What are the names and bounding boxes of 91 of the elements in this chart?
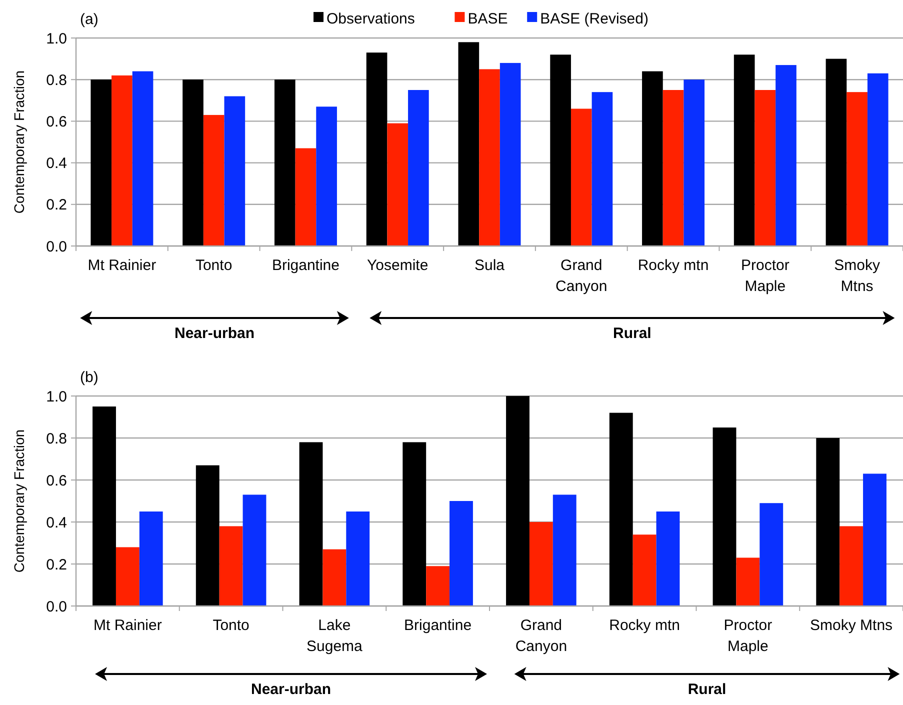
bar [754,90,776,246]
bar [322,549,346,606]
bar [642,71,663,246]
bar [316,106,337,246]
bar [826,58,847,246]
bar [132,71,154,246]
y-tick-label: 0.4 [46,514,67,532]
bar [116,547,140,606]
x-tick-label: Lake Sugema [306,617,364,655]
x-tick-label: Mt Rainier [88,257,156,274]
y-axis-title: Contemporary Fraction [11,70,27,214]
y-tick-label: 0.6 [46,113,67,130]
bar [846,92,868,246]
y-tick-label: 1.0 [46,30,67,48]
x-tick-label: Proctor Maple [740,257,790,295]
bar [662,90,684,246]
chart-title: (b) [80,369,98,386]
bar [609,412,633,606]
bar [479,69,500,246]
x-tick-label: Sula [474,257,506,274]
bar [500,62,521,246]
x-tick-label: Brigantine [272,257,340,274]
y-axis-title: Contemporary Fraction [11,429,27,573]
bar [776,65,796,246]
x-tick-label: Smoky Mtns [810,617,893,634]
bar [90,80,112,246]
bar [112,75,132,246]
bar [760,503,784,606]
bar [219,526,243,606]
legend-label: BASE [468,10,508,28]
bar [274,80,296,246]
bar [592,92,613,246]
y-tick-label: 0.4 [46,155,67,172]
bar [242,494,266,606]
y-tick-label: 0.8 [46,72,67,89]
text: Near-urban [174,325,255,342]
bar [816,438,840,606]
x-tick-label: Proctor Maple [724,617,772,655]
x-tick-label: Grand Canyon [556,257,608,295]
y-tick-label: 0.6 [46,472,67,490]
bar [295,148,316,246]
text: Rural [612,325,652,342]
x-tick-label: Tonto [195,257,232,274]
text: Near-urban [251,681,332,698]
legend-label: Observations [326,10,415,28]
bar [426,566,450,606]
x-tick-label: Rocky mtn [609,617,680,634]
bar [366,52,388,246]
bar [224,96,246,246]
bar [387,123,408,246]
bar [139,512,163,606]
bar [550,54,571,246]
bar [863,474,886,606]
bar [450,501,473,606]
bar [632,534,656,606]
chart-title: (a) [80,11,98,28]
bar [552,494,576,606]
bar [840,526,864,606]
bar [182,80,204,246]
y-tick-label: 1.0 [46,388,67,406]
bar [196,465,220,606]
bar [408,90,429,246]
bar [346,512,370,606]
bar [299,442,323,606]
x-tick-label: Rocky mtn [638,257,709,274]
bar [570,108,592,246]
legend-label: BASE (Revised) [540,10,648,28]
bar [458,42,480,246]
bar [867,73,888,246]
bar [656,512,680,606]
x-tick-label: Grand Canyon [515,617,568,655]
x-tick-label: Smoky Mtns [834,257,880,295]
bar [506,396,530,606]
text: Rural [688,681,726,698]
bar [529,522,553,606]
bar [92,406,116,606]
x-tick-label: Tonto [212,617,250,634]
x-tick-label: Mt Rainier [94,617,162,634]
bar [203,114,224,246]
bar [734,54,755,246]
x-tick-label: Brigantine [404,617,472,634]
bar [712,428,736,606]
bar [736,558,760,606]
y-tick-label: 0.2 [46,556,67,574]
bar [684,80,705,246]
y-tick-label: 0.0 [46,598,67,616]
y-tick-label: 0.8 [46,430,67,448]
y-tick-label: 0.0 [46,238,67,256]
bar [402,442,426,606]
y-tick-label: 0.2 [46,196,67,214]
x-tick-label: Yosemite [367,257,428,274]
